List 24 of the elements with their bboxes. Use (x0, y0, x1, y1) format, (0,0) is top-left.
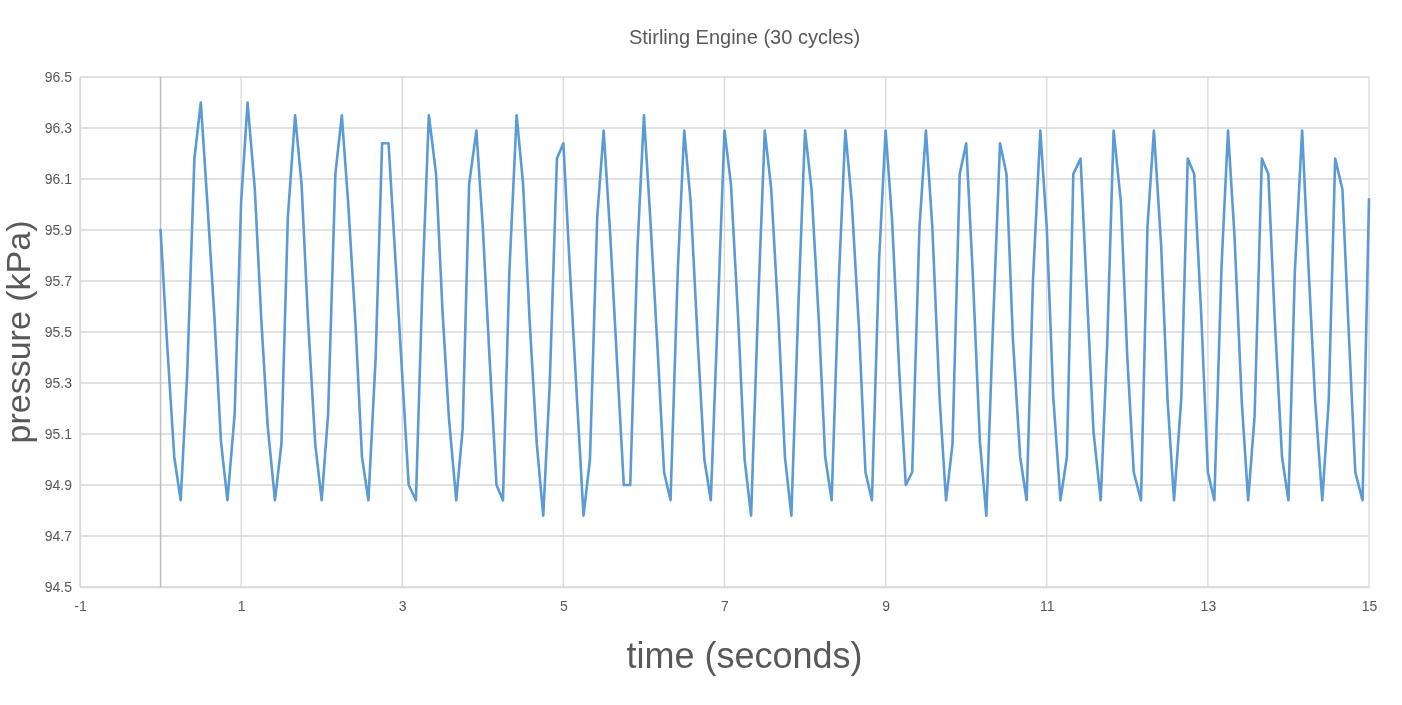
y-tick-label: 95.9 (44, 221, 73, 238)
y-tick-label: 95.5 (44, 323, 73, 340)
x-tick-label: 5 (559, 597, 568, 614)
y-tick-label: 95.1 (44, 425, 73, 442)
y-tick-label: 94.9 (44, 476, 73, 493)
y-tick-label: 94.7 (44, 527, 73, 544)
x-tick-label: 11 (1039, 597, 1055, 614)
line-series (159, 101, 1371, 517)
y-tick-label: 96.1 (44, 170, 73, 187)
y-tick-label: 96.5 (44, 68, 73, 85)
x-tick-label: 3 (398, 597, 407, 614)
x-tick-label: 15 (1361, 597, 1378, 614)
x-tick-label: 1 (237, 597, 246, 614)
x-tick-label: -1 (74, 597, 87, 614)
x-tick-label: 13 (1200, 597, 1217, 614)
x-axis-title: time (seconds) (626, 635, 863, 676)
x-tick-label: 7 (721, 597, 730, 614)
y-tick-label: 96.3 (44, 119, 73, 136)
chart-title: Stirling Engine (30 cycles) (628, 26, 861, 48)
y-tick-label: 94.5 (44, 578, 73, 595)
y-tick-label: 95.7 (44, 272, 73, 289)
x-tick-label: 9 (882, 597, 891, 614)
y-axis-title: pressure (kPa) (0, 220, 37, 444)
y-tick-label: 95.3 (44, 374, 73, 391)
